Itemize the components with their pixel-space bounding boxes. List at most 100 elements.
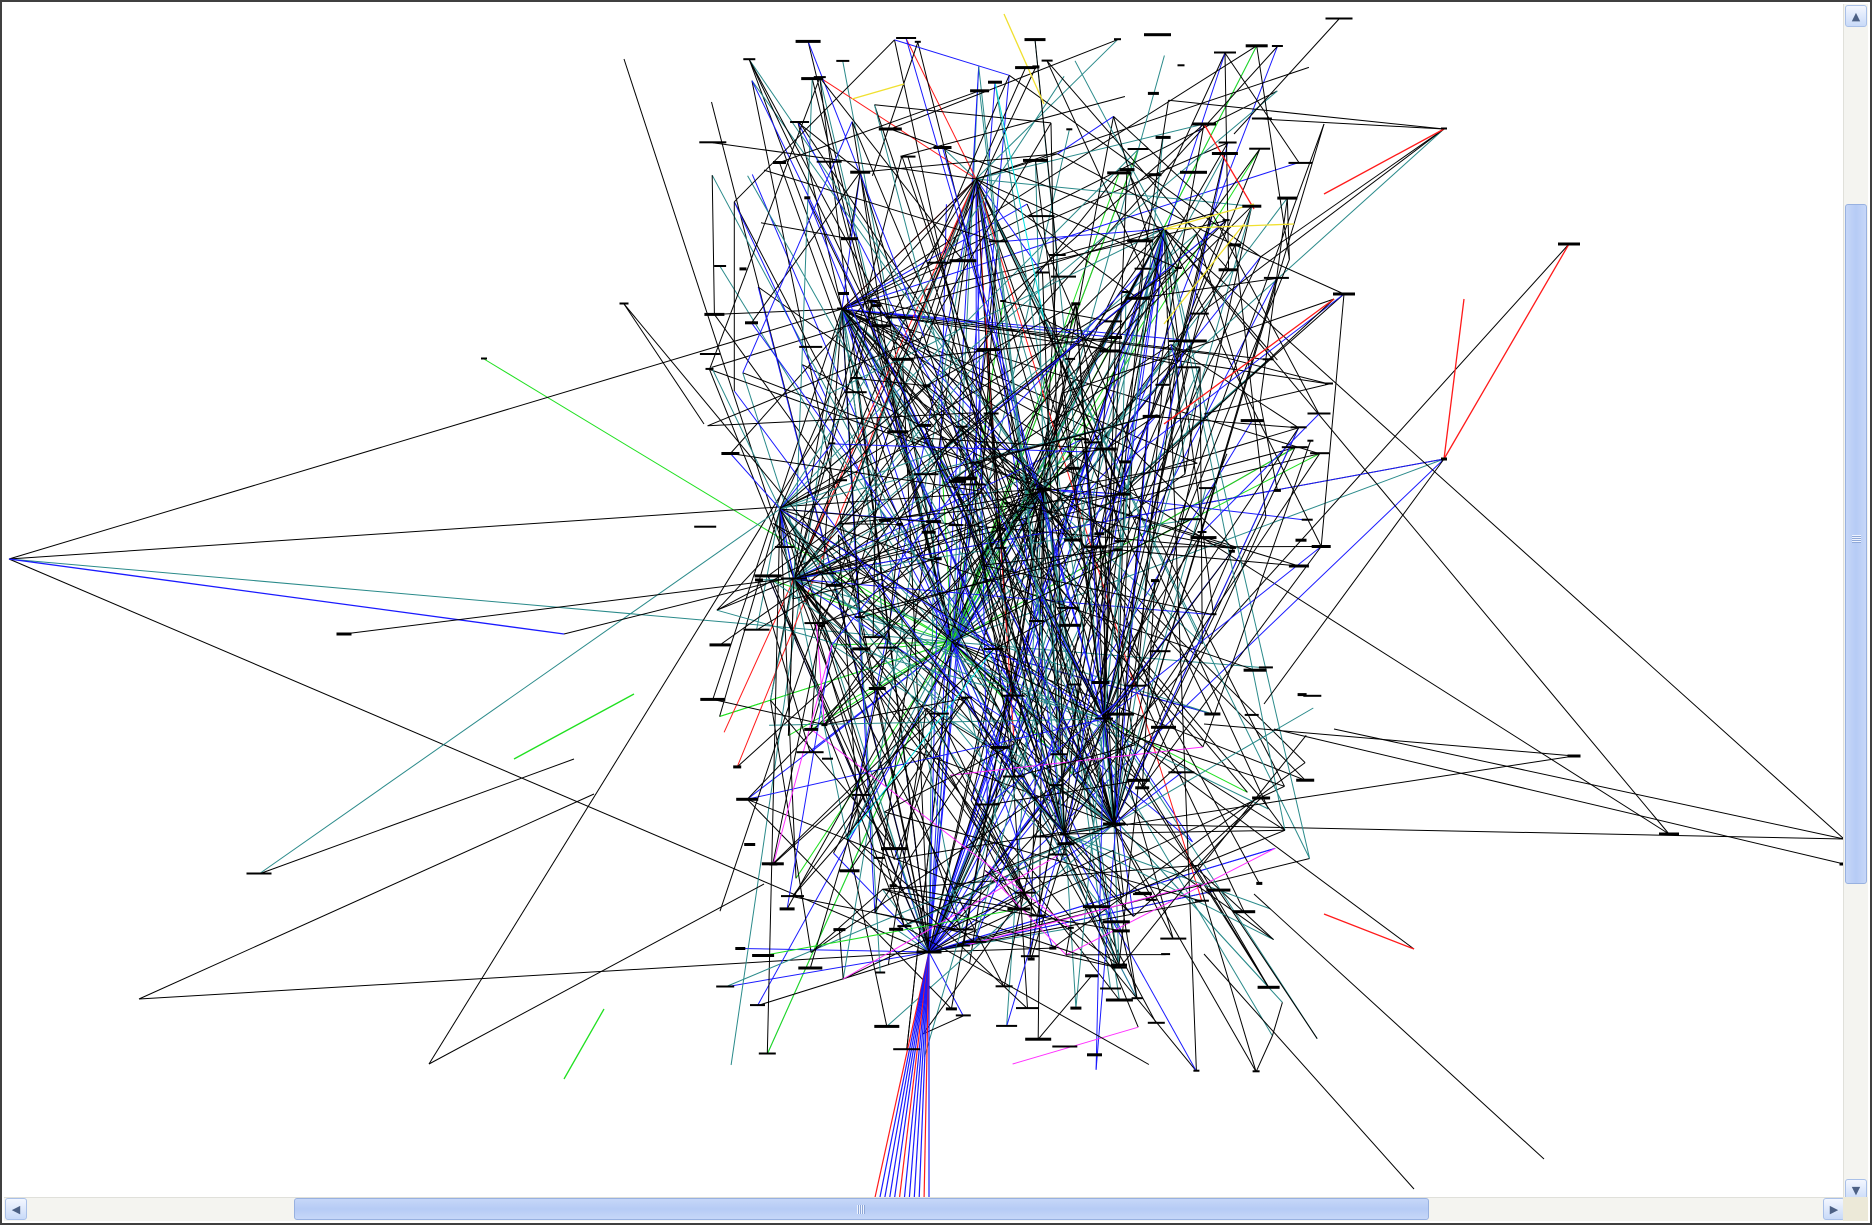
graph-node[interactable] <box>1133 893 1152 896</box>
graph-node[interactable] <box>246 872 272 875</box>
graph-node[interactable] <box>870 304 881 308</box>
graph-node[interactable] <box>956 944 970 947</box>
graph-node[interactable] <box>947 928 974 931</box>
graph-node[interactable] <box>1178 518 1201 521</box>
graph-node[interactable] <box>868 687 886 690</box>
graph-node[interactable] <box>1016 1007 1039 1010</box>
graph-node[interactable] <box>1121 291 1131 293</box>
graph-node[interactable] <box>1057 606 1080 609</box>
graph-node[interactable] <box>1035 271 1050 274</box>
graph-node[interactable] <box>1230 546 1237 549</box>
graph-node[interactable] <box>1147 1021 1165 1024</box>
graph-node[interactable] <box>1107 171 1132 175</box>
graph-node[interactable] <box>1051 275 1076 278</box>
graph-node[interactable] <box>779 907 795 911</box>
graph-node[interactable] <box>1131 997 1143 1000</box>
graph-node[interactable] <box>1228 549 1235 553</box>
graph-node[interactable] <box>917 423 932 427</box>
vertical-scrollbar[interactable]: ▲ ▼ <box>1843 4 1868 1202</box>
graph-node[interactable] <box>816 160 842 163</box>
graph-node[interactable] <box>1094 532 1105 536</box>
graph-node[interactable] <box>1073 438 1089 441</box>
graph-node[interactable] <box>990 745 1009 749</box>
graph-node[interactable] <box>1116 492 1131 496</box>
graph-node[interactable] <box>983 648 1004 650</box>
graph-node[interactable] <box>1068 683 1082 686</box>
graph-node[interactable] <box>1190 536 1217 540</box>
graph-node[interactable] <box>988 240 1008 243</box>
graph-node[interactable] <box>1070 1006 1082 1010</box>
graph-node[interactable] <box>700 697 726 701</box>
graph-node[interactable] <box>1222 219 1230 222</box>
graph-node[interactable] <box>1095 447 1117 451</box>
graph-node[interactable] <box>1177 366 1200 369</box>
graph-node[interactable] <box>714 265 727 267</box>
graph-node[interactable] <box>481 357 487 360</box>
graph-node[interactable] <box>774 546 794 548</box>
graph-node[interactable] <box>1177 64 1185 67</box>
graph-node[interactable] <box>1307 412 1331 415</box>
graph-node[interactable] <box>825 583 843 587</box>
graph-node[interactable] <box>619 302 629 305</box>
graph-node[interactable] <box>1258 666 1273 669</box>
graph-node[interactable] <box>836 59 850 62</box>
graph-node[interactable] <box>736 797 759 801</box>
graph-node[interactable] <box>1252 796 1271 800</box>
graph-node[interactable] <box>841 237 858 241</box>
graph-node[interactable] <box>1160 937 1187 940</box>
graph-node[interactable] <box>875 971 886 974</box>
vertical-scroll-thumb[interactable] <box>1845 204 1867 884</box>
graph-node[interactable] <box>721 452 740 455</box>
graph-node[interactable] <box>955 425 968 428</box>
graph-node[interactable] <box>896 522 903 526</box>
graph-node[interactable] <box>1249 147 1271 150</box>
graph-node[interactable] <box>1271 45 1283 47</box>
graph-node[interactable] <box>850 377 863 379</box>
graph-node[interactable] <box>1114 38 1121 41</box>
graph-node[interactable] <box>1049 784 1063 787</box>
graph-node[interactable] <box>896 37 917 39</box>
graph-node[interactable] <box>699 353 720 355</box>
graph-node[interactable] <box>1558 242 1580 246</box>
graph-node[interactable] <box>1000 300 1007 302</box>
graph-node[interactable] <box>1214 51 1236 54</box>
graph-node[interactable] <box>750 1004 765 1007</box>
graph-node[interactable] <box>1082 905 1110 909</box>
graph-node[interactable] <box>1020 955 1039 958</box>
graph-node[interactable] <box>798 966 823 970</box>
graph-node[interactable] <box>1307 439 1314 442</box>
graph-node[interactable] <box>1036 487 1052 491</box>
graph-node[interactable] <box>801 77 824 81</box>
graph-node[interactable] <box>876 646 898 649</box>
graph-node[interactable] <box>705 367 714 370</box>
graph-node[interactable] <box>733 765 742 769</box>
graph-node[interactable] <box>1325 17 1353 20</box>
graph-node[interactable] <box>1050 753 1068 756</box>
scroll-up-button[interactable]: ▲ <box>1845 5 1867 27</box>
graph-node[interactable] <box>970 89 990 93</box>
graph-node[interactable] <box>1091 681 1110 684</box>
graph-node[interactable] <box>1111 963 1127 967</box>
graph-node[interactable] <box>897 925 912 928</box>
graph-node[interactable] <box>1567 754 1581 758</box>
graph-node[interactable] <box>1194 899 1209 902</box>
graph-node[interactable] <box>1135 786 1150 790</box>
graph-node[interactable] <box>1257 985 1280 989</box>
graph-node[interactable] <box>1148 173 1162 177</box>
graph-node[interactable] <box>1134 891 1152 894</box>
graph-node[interactable] <box>852 647 871 651</box>
graph-node[interactable] <box>1067 926 1074 929</box>
graph-node[interactable] <box>889 884 897 888</box>
graph-node[interactable] <box>838 292 849 295</box>
graph-node[interactable] <box>1290 426 1307 429</box>
graph-node[interactable] <box>1127 778 1150 782</box>
graph-node[interactable] <box>781 577 807 580</box>
graph-node[interactable] <box>1296 778 1315 782</box>
graph-node[interactable] <box>933 557 942 561</box>
graph-node[interactable] <box>988 80 1002 84</box>
graph-node[interactable] <box>1041 59 1053 62</box>
graph-node[interactable] <box>1252 1070 1260 1073</box>
graph-node[interactable] <box>781 895 804 898</box>
graph-node[interactable] <box>887 430 909 434</box>
graph-node[interactable] <box>1204 712 1221 716</box>
